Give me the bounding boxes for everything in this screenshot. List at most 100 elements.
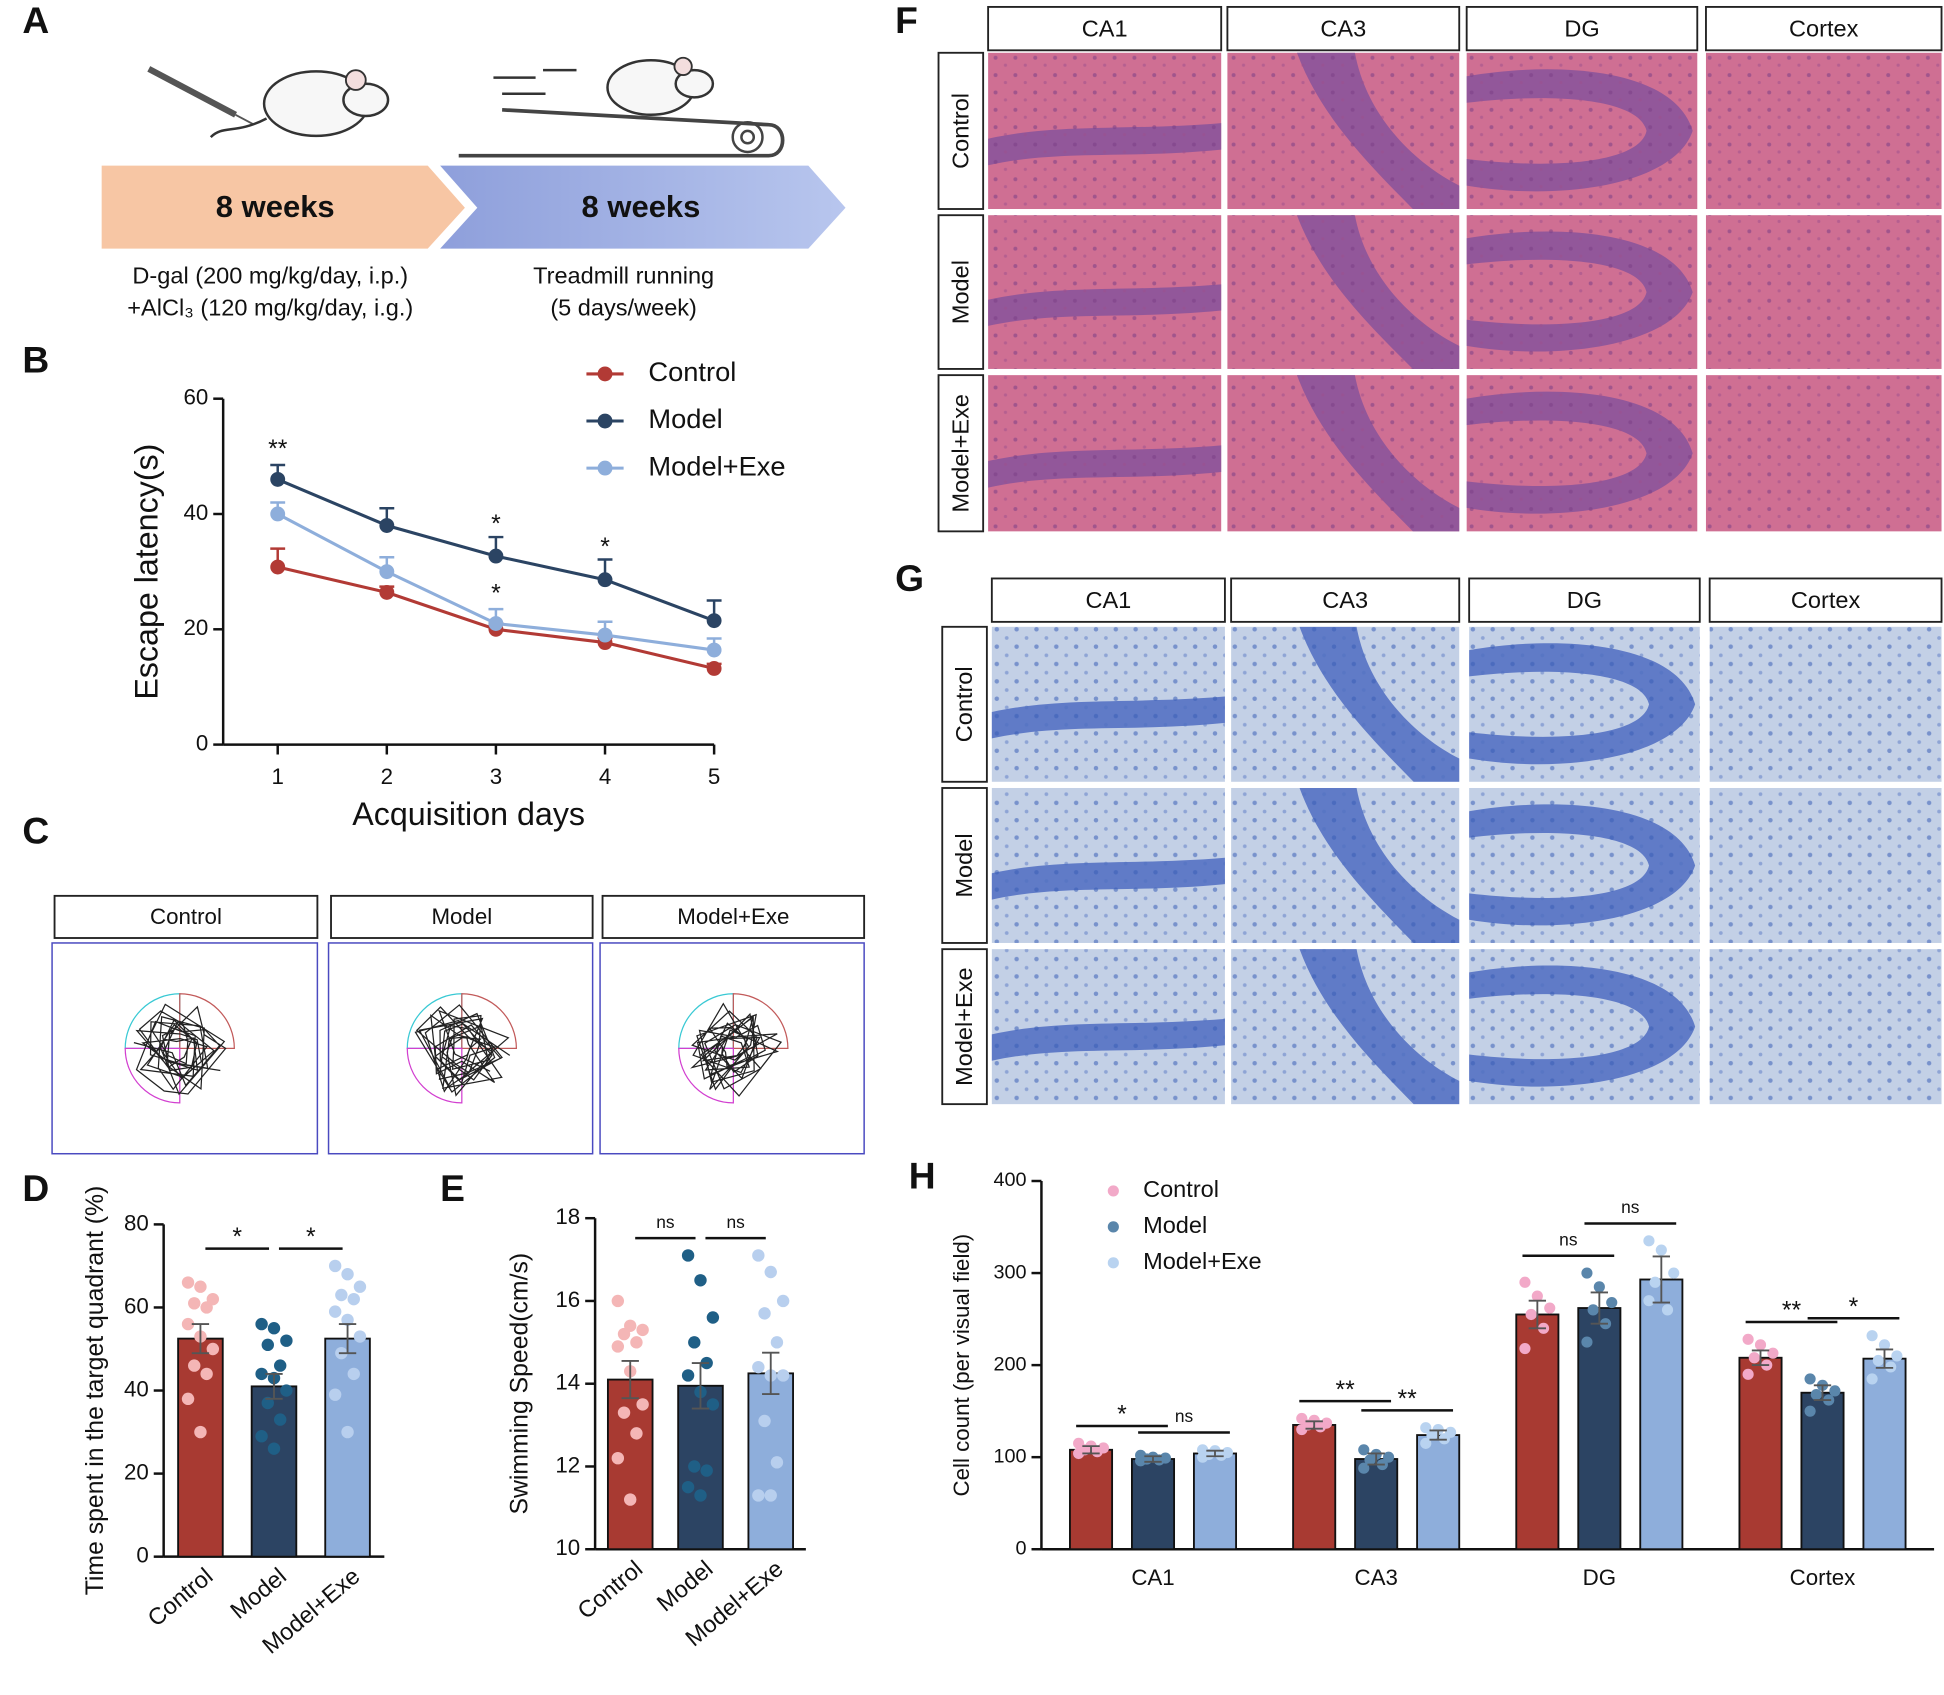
error-bar [1144, 1455, 1162, 1463]
individual-point [617, 1327, 631, 1341]
column-header-box [1708, 577, 1943, 623]
significance-label: ns [726, 1212, 745, 1232]
individual-point [353, 1330, 367, 1343]
y-tick-label: 200 [993, 1353, 1026, 1375]
error-bar [1652, 1255, 1671, 1304]
x-tick-label: 3 [490, 764, 502, 789]
individual-point [1525, 1308, 1537, 1321]
individual-point [1519, 1276, 1531, 1288]
quadrant-arc [461, 993, 517, 1049]
individual-point [681, 1369, 695, 1382]
individual-point [1314, 1421, 1326, 1433]
legend-marker [597, 460, 613, 476]
individual-point [194, 1280, 207, 1293]
individual-point [1073, 1447, 1085, 1460]
cell-texture [991, 949, 1225, 1105]
error-bar [762, 1351, 780, 1395]
treadmill [458, 107, 785, 158]
y-tick-label: 0 [196, 730, 208, 755]
arena [327, 942, 594, 1155]
bar [1069, 1448, 1114, 1551]
individual-point [758, 1307, 771, 1320]
column-header: CA3 [1320, 16, 1366, 42]
row-header: Model+Exe [951, 967, 977, 1085]
individual-point [1135, 1455, 1147, 1467]
cell-texture [991, 626, 1225, 782]
row-header-box [941, 948, 988, 1106]
individual-point [630, 1427, 643, 1440]
bar [1416, 1434, 1461, 1551]
significance-label: ns [1621, 1197, 1640, 1217]
individual-point [764, 1489, 777, 1502]
cell-texture [1466, 375, 1698, 532]
x-tick-label: 2 [381, 764, 393, 789]
x-tick-label: Cortex [1790, 1565, 1856, 1590]
column-header-box [990, 577, 1226, 623]
y-tick-label: 14 [555, 1370, 580, 1395]
data-point [488, 548, 504, 564]
column-header-box [1226, 5, 1461, 52]
individual-point [328, 1388, 342, 1401]
phase-duration: 8 weeks [582, 189, 701, 224]
individual-point [706, 1311, 720, 1324]
individual-point [267, 1322, 281, 1335]
mouse-tail [209, 117, 268, 139]
error-bar [191, 1323, 210, 1355]
individual-point [255, 1367, 268, 1381]
cell-texture [1227, 52, 1460, 210]
individual-point [267, 1442, 281, 1455]
data-point [597, 627, 613, 643]
individual-point [1649, 1276, 1661, 1288]
individual-point [353, 1280, 367, 1293]
individual-point [752, 1249, 765, 1262]
annotation: * [491, 580, 501, 607]
individual-point [181, 1392, 195, 1406]
data-point [379, 564, 395, 580]
individual-point [1358, 1462, 1370, 1474]
significance-label: ** [1336, 1377, 1356, 1404]
individual-point [1655, 1244, 1667, 1256]
swim-path [414, 1004, 511, 1097]
cell-texture [1466, 52, 1698, 210]
row-header-box [941, 625, 988, 783]
individual-point [335, 1288, 348, 1302]
bar [1192, 1452, 1238, 1551]
group-header: Model [431, 904, 492, 929]
phase-description: D-gal (200 mg/kg/day, i.p.) [132, 262, 408, 288]
error-bar [265, 1372, 283, 1400]
individual-point [611, 1451, 625, 1465]
error-bar [1751, 1349, 1770, 1367]
column-header: CA1 [1082, 16, 1128, 42]
panel-letter: E [440, 1167, 465, 1209]
individual-point [624, 1493, 637, 1506]
legend-label: Model+Exe [648, 450, 785, 481]
panel-letter: H [909, 1154, 936, 1196]
individual-point [328, 1305, 342, 1318]
individual-point [1810, 1388, 1822, 1401]
needle [235, 113, 255, 126]
panel-letter: D [22, 1167, 49, 1209]
individual-point [611, 1340, 625, 1353]
mouse-ear [673, 56, 693, 77]
individual-point [206, 1342, 220, 1356]
individual-point [328, 1259, 342, 1273]
annotation: * [491, 511, 501, 538]
row-header-box [937, 374, 985, 533]
data-point [488, 616, 504, 631]
error-bar [1367, 1452, 1385, 1466]
legend-marker [1107, 1185, 1119, 1197]
significance-label: ns [1175, 1406, 1194, 1426]
individual-point [273, 1413, 287, 1426]
individual-point [1866, 1373, 1878, 1385]
y-tick-label: 80 [124, 1210, 149, 1235]
x-tick-label: 4 [599, 764, 611, 789]
cell-texture [1709, 787, 1942, 943]
panel-letter: A [22, 0, 49, 41]
bar [177, 1337, 224, 1558]
x-tick-label: CA3 [1354, 1565, 1397, 1590]
individual-point [1426, 1429, 1438, 1441]
individual-point [1668, 1267, 1680, 1279]
error-bar [1206, 1449, 1224, 1458]
individual-point [776, 1369, 790, 1382]
